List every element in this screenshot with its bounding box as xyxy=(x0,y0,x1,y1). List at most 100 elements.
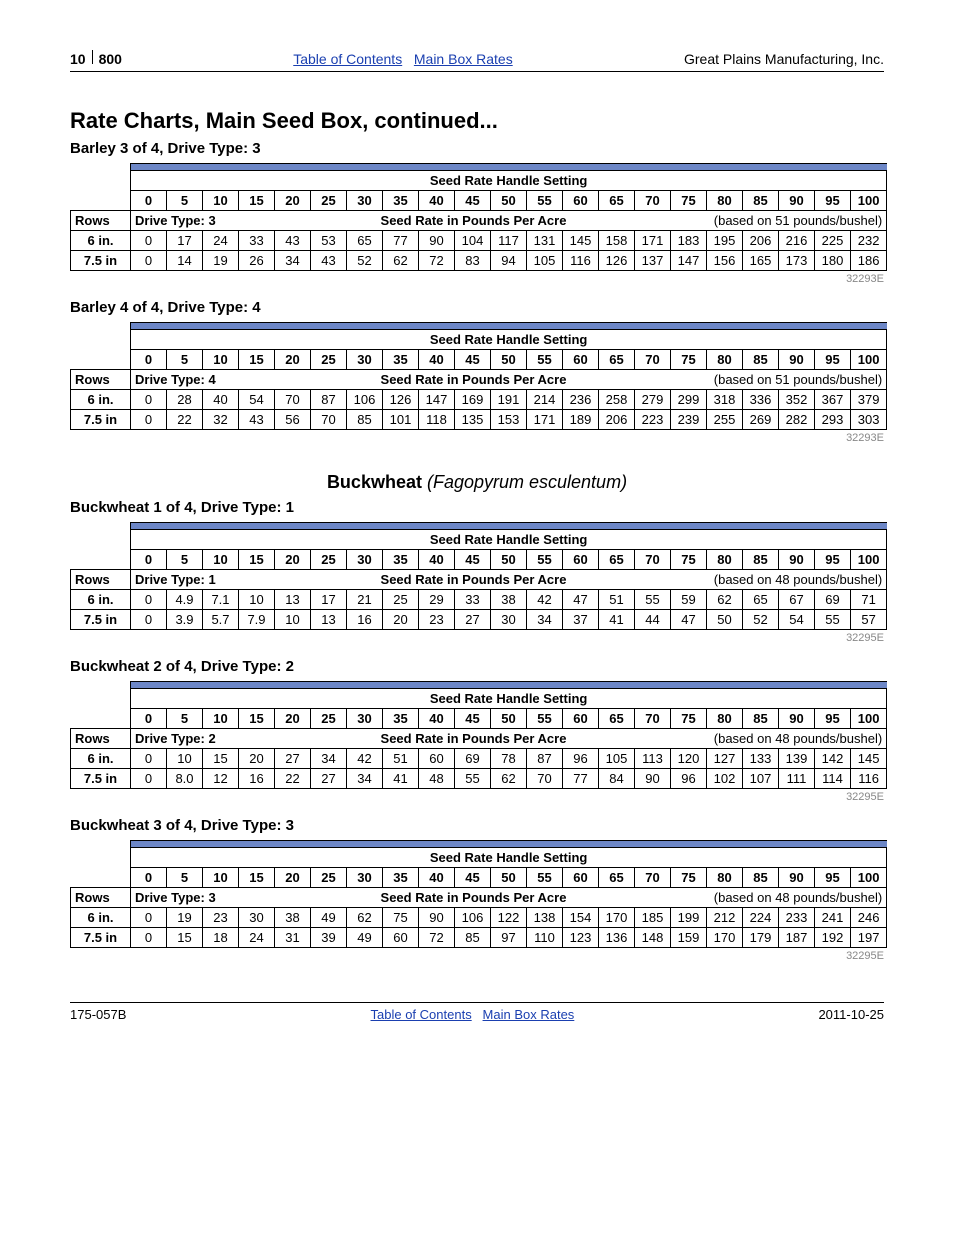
handle-value: 75 xyxy=(671,550,707,570)
rate-cell: 47 xyxy=(563,590,599,610)
rate-cell: 255 xyxy=(707,410,743,430)
rate-cell: 43 xyxy=(275,231,311,251)
handle-value: 95 xyxy=(815,550,851,570)
main-box-rates-link[interactable]: Main Box Rates xyxy=(414,51,513,67)
rate-cell: 62 xyxy=(491,769,527,789)
rate-cell: 56 xyxy=(275,410,311,430)
rate-cell: 19 xyxy=(167,908,203,928)
rate-cell: 77 xyxy=(383,231,419,251)
rate-cell: 16 xyxy=(239,769,275,789)
rate-cell: 27 xyxy=(311,769,347,789)
rate-cell: 70 xyxy=(311,410,347,430)
rate-cell: 28 xyxy=(167,390,203,410)
handle-value: 35 xyxy=(383,868,419,888)
rate-cell: 189 xyxy=(563,410,599,430)
rate-cell: 55 xyxy=(635,590,671,610)
handle-value: 60 xyxy=(563,350,599,370)
handle-value: 45 xyxy=(455,350,491,370)
handle-value: 20 xyxy=(275,191,311,211)
handle-value: 30 xyxy=(347,191,383,211)
footer-date: 2011-10-25 xyxy=(818,1007,884,1022)
rate-cell: 10 xyxy=(275,610,311,630)
rate-cell: 139 xyxy=(779,749,815,769)
rate-cell: 123 xyxy=(563,928,599,948)
handle-value: 70 xyxy=(635,350,671,370)
rate-cell: 303 xyxy=(851,410,887,430)
rate-cell: 32 xyxy=(203,410,239,430)
table-code: 32295E xyxy=(70,632,884,644)
rows-label: Rows xyxy=(71,570,131,590)
handle-value: 65 xyxy=(599,350,635,370)
handle-value: 50 xyxy=(491,709,527,729)
rate-cell: 42 xyxy=(527,590,563,610)
rate-cell: 34 xyxy=(275,251,311,271)
section-subtitle: Buckwheat 3 of 4, Drive Type: 3 xyxy=(70,817,884,834)
rate-cell: 101 xyxy=(383,410,419,430)
handle-value: 30 xyxy=(347,709,383,729)
rate-cell: 104 xyxy=(455,231,491,251)
rate-unit-label: Seed Rate in Pounds Per Acre xyxy=(311,211,635,231)
rate-cell: 102 xyxy=(707,769,743,789)
handle-value: 95 xyxy=(815,350,851,370)
rate-cell: 246 xyxy=(851,908,887,928)
rate-unit-label: Seed Rate in Pounds Per Acre xyxy=(311,888,635,908)
rate-cell: 43 xyxy=(311,251,347,271)
handle-value: 10 xyxy=(203,191,239,211)
rate-cell: 14 xyxy=(167,251,203,271)
rate-cell: 137 xyxy=(635,251,671,271)
rate-cell: 87 xyxy=(311,390,347,410)
rows-label: Rows xyxy=(71,888,131,908)
rate-cell: 105 xyxy=(599,749,635,769)
rate-cell: 0 xyxy=(131,610,167,630)
rate-cell: 116 xyxy=(563,251,599,271)
footer-main-box-link[interactable]: Main Box Rates xyxy=(483,1007,575,1022)
handle-value: 85 xyxy=(743,709,779,729)
handle-value: 75 xyxy=(671,350,707,370)
rate-cell: 127 xyxy=(707,749,743,769)
handle-value: 15 xyxy=(239,350,275,370)
rate-table: Seed Rate Handle Setting0510152025303540… xyxy=(70,840,887,948)
rate-cell: 54 xyxy=(239,390,275,410)
handle-value: 90 xyxy=(779,350,815,370)
handle-value: 35 xyxy=(383,550,419,570)
row-spacing: 7.5 in xyxy=(71,769,131,789)
rate-cell: 214 xyxy=(527,390,563,410)
footer-toc-link[interactable]: Table of Contents xyxy=(371,1007,472,1022)
drive-type-label: Drive Type: 3 xyxy=(131,211,311,231)
rate-cell: 30 xyxy=(239,908,275,928)
handle-value: 35 xyxy=(383,191,419,211)
drive-type-label: Drive Type: 3 xyxy=(131,888,311,908)
toc-link[interactable]: Table of Contents xyxy=(293,51,402,67)
rate-cell: 40 xyxy=(203,390,239,410)
rate-cell: 59 xyxy=(671,590,707,610)
row-spacing: 6 in. xyxy=(71,749,131,769)
rate-cell: 113 xyxy=(635,749,671,769)
rate-cell: 12 xyxy=(203,769,239,789)
rate-cell: 20 xyxy=(239,749,275,769)
handle-value: 10 xyxy=(203,350,239,370)
rate-unit-label: Seed Rate in Pounds Per Acre xyxy=(311,570,635,590)
handle-value: 85 xyxy=(743,191,779,211)
rate-cell: 62 xyxy=(383,251,419,271)
rate-cell: 107 xyxy=(743,769,779,789)
rate-cell: 110 xyxy=(527,928,563,948)
handle-value: 15 xyxy=(239,709,275,729)
rate-cell: 170 xyxy=(707,928,743,948)
rate-cell: 279 xyxy=(635,390,671,410)
handle-value: 20 xyxy=(275,550,311,570)
rate-cell: 19 xyxy=(203,251,239,271)
rate-table: Seed Rate Handle Setting0510152025303540… xyxy=(70,522,887,630)
rate-cell: 69 xyxy=(455,749,491,769)
handle-value: 60 xyxy=(563,709,599,729)
rate-cell: 60 xyxy=(383,928,419,948)
handle-value: 80 xyxy=(707,191,743,211)
rate-cell: 206 xyxy=(599,410,635,430)
rate-cell: 232 xyxy=(851,231,887,251)
handle-value: 80 xyxy=(707,709,743,729)
rate-cell: 42 xyxy=(347,749,383,769)
rate-cell: 0 xyxy=(131,908,167,928)
handle-value: 0 xyxy=(131,550,167,570)
handle-value: 5 xyxy=(167,550,203,570)
page-title: Rate Charts, Main Seed Box, continued... xyxy=(70,108,884,134)
rate-cell: 94 xyxy=(491,251,527,271)
